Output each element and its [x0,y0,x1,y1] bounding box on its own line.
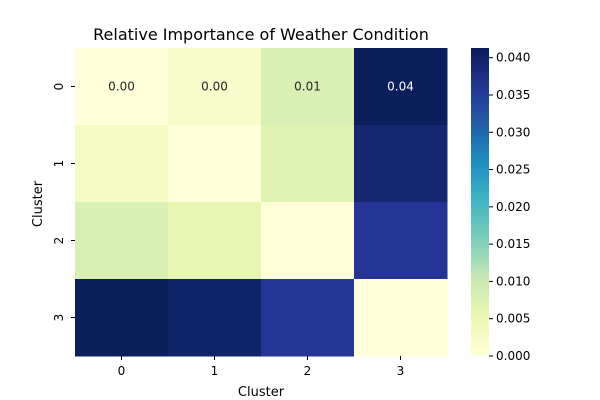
heatmap-cell-r2-c2 [261,202,355,280]
heatmap-cell-r2-c3 [354,202,448,280]
colorbar-tick-label-6: 0.030 [496,125,530,139]
y-tick-label-3: 3 [52,314,66,322]
x-axis-ticks: 0 1 2 3 [118,356,405,378]
heatmap-cell-r1-c0 [75,125,169,203]
heatmap-cell-r0-c0 [75,48,169,126]
colorbar-tick-label-2: 0.010 [496,274,530,288]
heatmap-cell-r2-c1 [168,202,262,280]
x-tick-label-3: 3 [397,364,405,378]
y-axis-ticks: 0 1 2 3 [52,83,75,322]
cell-label-r0-c2: 0.01 [294,80,321,94]
cell-label-r0-c1: 0.00 [201,80,228,94]
colorbar [471,48,489,356]
colorbar-tick-label-3: 0.015 [496,237,530,251]
x-tick-label-0: 0 [118,364,126,378]
y-tick-label-2: 2 [52,237,66,245]
heatmap-cell-r3-c2 [261,279,355,357]
y-tick-label-1: 1 [52,160,66,168]
heatmap-cell-r2-c0 [75,202,169,280]
heatmap-cell-r0-c1 [168,48,262,126]
chart-title: Relative Importance of Weather Condition [93,25,429,44]
heatmap-cells [75,48,448,357]
heatmap-cell-r3-c3 [354,279,448,357]
cell-label-r0-c0: 0.00 [108,80,135,94]
x-tick-label-1: 1 [211,364,219,378]
colorbar-tick-label-5: 0.025 [496,163,530,177]
colorbar-tick-label-8: 0.040 [496,51,530,65]
colorbar-tick-label-0: 0.000 [496,349,530,363]
colorbar-ticks: 0.000 0.005 0.010 0.015 0.020 0.025 0.030 0.035… [489,51,530,363]
colorbar-tick-label-4: 0.020 [496,200,530,214]
x-axis-label: Cluster [238,385,285,400]
y-axis-label: Cluster [31,180,46,227]
heatmap-cell-r0-c2 [261,48,355,126]
heatmap-cell-labels: 0.00 0.00 0.01 0.04 [108,80,414,94]
cell-label-r0-c3: 0.04 [387,80,414,94]
x-tick-label-2: 2 [304,364,312,378]
colorbar-tick-label-1: 0.005 [496,312,530,326]
colorbar-tick-label-7: 0.035 [496,88,530,102]
heatmap-cell-r3-c1 [168,279,262,357]
heatmap-cell-r1-c1 [168,125,262,203]
heatmap-cell-r1-c3 [354,125,448,203]
heatmap-cell-r3-c0 [75,279,169,357]
heatmap-cell-r1-c2 [261,125,355,203]
y-tick-label-0: 0 [52,83,66,91]
heatmap-cell-r0-c3 [354,48,448,126]
